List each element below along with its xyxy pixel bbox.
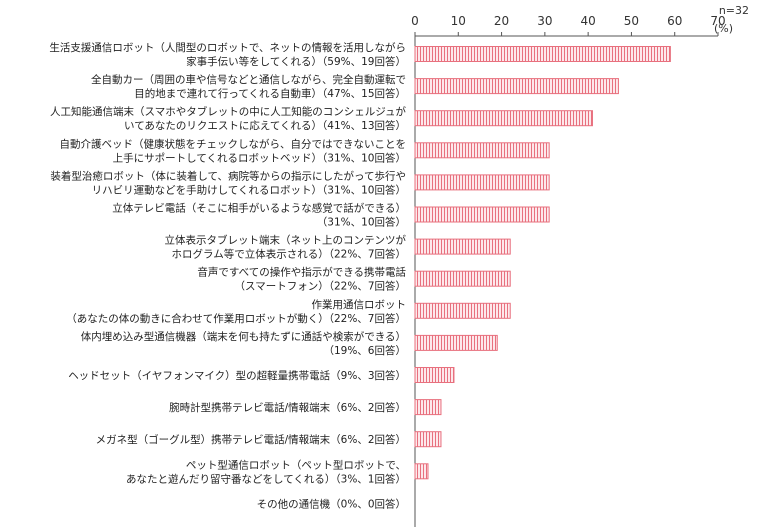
bar [414, 367, 455, 383]
category-label: 音声ですべての操作や指示ができる携帯電話 [197, 266, 406, 279]
category-label: 立体表示タブレット端末（ネット上のコンテンツが [165, 234, 407, 247]
category-label: ホログラム等で立体表示される）（22%、7回答） [172, 248, 406, 261]
bar [414, 206, 550, 223]
category-label: 生活支援通信ロボット（人間型のロボットで、ネットの情報を活用しながら [49, 41, 406, 54]
category-label: 作業用通信ロボット [312, 298, 407, 311]
category-label: （19%、6回答） [323, 344, 406, 357]
bar [414, 174, 550, 191]
bar [414, 78, 619, 95]
bar [414, 110, 593, 127]
x-tick-label: 10 [451, 14, 466, 28]
category-label: 体内埋め込み型通信機器（端末を何も持たずに通話や検索ができる） [81, 330, 406, 343]
bar [414, 302, 511, 319]
bars [414, 46, 671, 480]
bar [414, 334, 498, 351]
category-label: 家事手伝い等をしてくれる）（59%、19回答） [186, 55, 406, 68]
bar [414, 46, 671, 62]
x-tick-label: 30 [537, 14, 552, 28]
sample-size-note: n=32 [718, 4, 749, 17]
category-label: ペット型通信ロボット（ペット型ロボットで、 [186, 458, 406, 471]
category-label: （スマートフォン）（22%、7回答） [235, 280, 406, 293]
category-label: （31%、10回答） [317, 216, 406, 229]
category-label: 装着型治癒ロボット（体に装着して、病院等からの指示にしたがって歩行や [50, 169, 406, 182]
category-label: メガネ型（ゴーグル型）携帯テレビ電話/情報端末（6%、2回答） [96, 433, 406, 446]
category-label: 上手にサポートしてくれるロボットベッド）（31%、10回答） [113, 151, 406, 164]
category-label: あなたと遊んだり留守番などをしてくれる）（3%、1回答） [126, 472, 406, 485]
category-label: リハビリ運動などを手助けしてくれるロボット）（31%、10回答） [92, 183, 406, 196]
bar [414, 431, 442, 448]
category-label: 全自動カー（周囲の車や信号などと通信しながら、完全自動運転で [91, 73, 406, 86]
category-label: いてあなたのリクエストに応えてくれる）（41%、13回答） [124, 119, 406, 132]
category-labels: 生活支援通信ロボット（人間型のロボットで、ネットの情報を活用しながら家事手伝い等… [49, 41, 406, 510]
category-label: 立体テレビ電話（そこに相手がいるような感覚で話ができる） [112, 202, 406, 215]
x-tick-label: 0 [411, 14, 419, 28]
x-tick-label: 70 [710, 14, 725, 28]
category-label: ヘッドセット（イヤフォンマイク）型の超軽量携帯電話（9%、3回答） [68, 369, 406, 382]
bar [414, 142, 550, 159]
x-tick-label: 40 [581, 14, 596, 28]
unit-note: (%) [714, 22, 734, 35]
category-label: 腕時計型携帯テレビ電話/情報端末（6%、2回答） [169, 401, 406, 414]
category-label: 人工知能通信端末（スマホやタブレットの中に人工知能のコンシェルジュが [50, 105, 406, 118]
bar [414, 463, 429, 480]
category-label: （あなたの体の動きに合わせて作業用ロボットが動く）（22%、7回答） [66, 312, 406, 325]
category-label: 目的地まで連れて行ってくれる自動車）（47%、15回答） [134, 87, 406, 100]
bar [414, 270, 511, 287]
x-tick-label: 20 [494, 14, 509, 28]
bar [414, 238, 511, 255]
x-tick-label: 50 [624, 14, 639, 28]
bar [414, 399, 442, 416]
category-label: その他の通信機（0%、0回答） [257, 497, 406, 510]
x-tick-label: 60 [667, 14, 682, 28]
category-label: 自動介護ベッド（健康状態をチェックしながら、自分ではできないことを [60, 137, 407, 150]
